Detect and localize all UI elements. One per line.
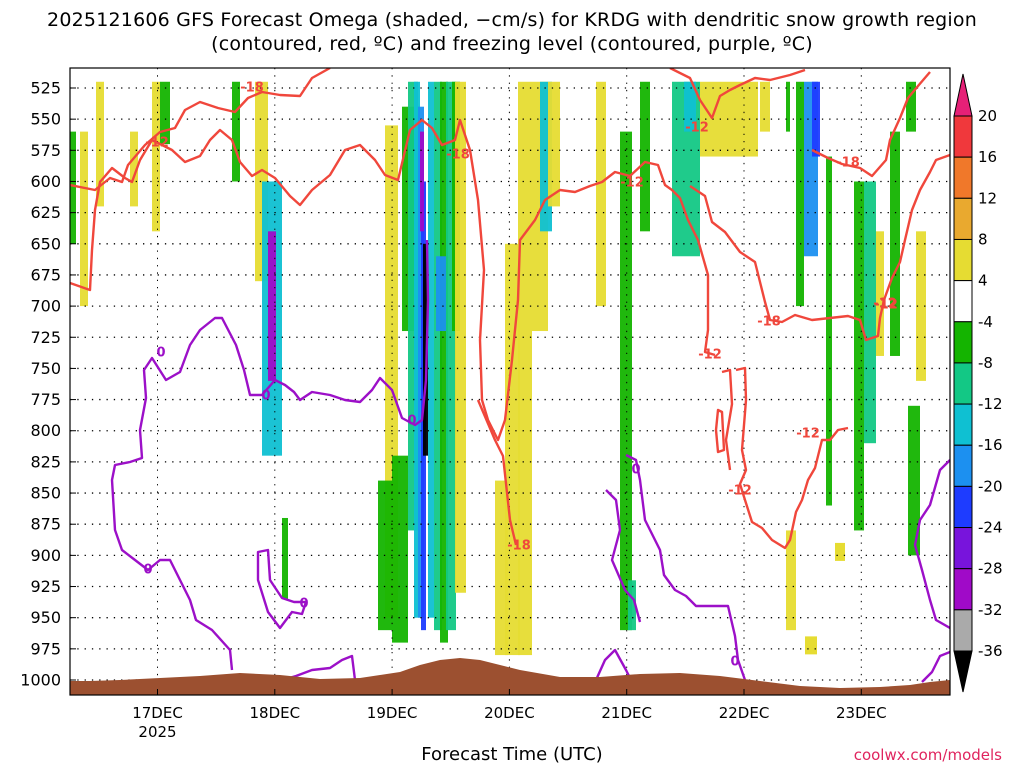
y-tick-label: 525: [30, 79, 61, 98]
colorbar-label: -20: [978, 477, 1003, 495]
purple-contour-label: 0: [156, 346, 165, 361]
y-tick-label: 850: [30, 484, 61, 503]
red-contour-label: -18: [836, 156, 860, 171]
colorbar-label: -4: [978, 313, 993, 331]
y-tick-label: 800: [30, 421, 61, 440]
x-axis-label: Forecast Time (UTC): [421, 744, 603, 765]
y-tick-label: 700: [30, 297, 61, 316]
colorbar-swatch: [953, 321, 973, 364]
x-tick-label: 23DEC: [836, 704, 887, 722]
x-tick-label: 20DEC: [484, 704, 535, 722]
red-contour-label: -18: [507, 539, 531, 554]
red-contour-label: -12: [728, 484, 752, 499]
contour-labels: -18-12-18-12-12-18-12-12-18-12-12-12-180…: [143, 81, 897, 670]
source-credit: coolwx.com/models: [853, 746, 1002, 764]
purple-contour-label: 0: [631, 463, 640, 478]
colorbar-label: -28: [978, 560, 1003, 578]
y-tick-label: 750: [30, 359, 61, 378]
y-tick-label: 900: [30, 546, 61, 565]
y-tick-label: 575: [30, 141, 61, 160]
y-tick-label: 825: [30, 452, 61, 471]
colorbar-swatch: [953, 403, 973, 446]
colorbar-label: 4: [978, 272, 988, 290]
y-tick-label: 650: [30, 234, 61, 253]
y-tick-label: 875: [30, 515, 61, 534]
colorbar-label: -8: [978, 354, 993, 372]
y-tick-label: 775: [30, 390, 61, 409]
freezing-level-contours: [110, 239, 950, 691]
y-tick-label: 925: [30, 577, 61, 596]
red-contour-label: -12: [698, 348, 722, 363]
x-tick-label: 19DEC: [367, 704, 418, 722]
colorbar: 20 16 12 8 4 -4 -8 -12 -16 -20 -24 -28 -32 -36: [953, 73, 1003, 693]
colorbar-label: -36: [978, 642, 1003, 660]
y-tick-label: 1000: [20, 671, 61, 690]
colorbar-swatch: [953, 156, 973, 199]
red-contour-label: -12: [685, 121, 709, 136]
dendritic-growth-contours: [70, 68, 950, 550]
red-contour-label: -12: [873, 297, 897, 312]
grid-lines: [70, 68, 950, 695]
x-tick-label: 22DEC: [719, 704, 770, 722]
y-tick-label: 625: [30, 203, 61, 222]
red-contour-label: -18: [446, 148, 470, 163]
purple-contour-label: 0: [261, 389, 270, 404]
colorbar-swatch: [953, 527, 973, 570]
colorbar-label: -12: [978, 395, 1003, 413]
red-contour-label: -12: [620, 176, 644, 191]
x-tick-label: 21DEC: [601, 704, 652, 722]
red-contour-label: -12: [874, 298, 898, 313]
red-contour-label: -12: [796, 427, 820, 442]
purple-contour-label: 0: [143, 563, 152, 578]
colorbar-label: -16: [978, 436, 1003, 454]
purple-contour-label: 0: [730, 655, 739, 670]
x-tick-label: 17DEC: [132, 704, 183, 722]
colorbar-label: 16: [978, 148, 997, 166]
colorbar-swatch: [953, 115, 973, 158]
x-tick-label: 18DEC: [250, 704, 301, 722]
x-tick-year: 2025: [138, 723, 176, 741]
y-axis-ticks: 525 550 575 600 625 650 675 700 725 750 775 800 825 8…: [20, 79, 76, 690]
terrain-surface: [70, 658, 950, 695]
red-contour-label: -18: [757, 315, 781, 330]
colorbar-swatch: [953, 362, 973, 405]
y-tick-label: 600: [30, 172, 61, 191]
y-tick-label: 675: [30, 265, 61, 284]
colorbar-swatch: [953, 444, 973, 487]
plot-frame: [69, 67, 951, 696]
colorbar-swatch: [953, 568, 973, 611]
omega-shading: [70, 81, 926, 656]
colorbar-label: 8: [978, 230, 988, 248]
colorbar-top-arrow: [953, 73, 973, 117]
red-contour-label: -18: [240, 81, 264, 96]
purple-contour-label: 0: [299, 597, 308, 612]
red-contour-label: -12: [145, 136, 169, 151]
colorbar-swatch: [953, 609, 973, 652]
y-tick-label: 725: [30, 328, 61, 347]
y-tick-label: 550: [30, 110, 61, 129]
colorbar-swatch: [953, 238, 973, 282]
colorbar-label: -32: [978, 601, 1003, 619]
purple-contour-label: 0: [407, 414, 416, 429]
colorbar-swatch: [953, 485, 973, 529]
plot-area: -18-12-18-12-12-18-12-12-18-12-12-12-180…: [70, 68, 950, 695]
y-tick-label: 975: [30, 639, 61, 658]
colorbar-bottom-arrow: [953, 650, 973, 693]
chart-title: 2025121606 GFS Forecast Omega (shaded, −…: [47, 9, 977, 55]
colorbar-swatch: [953, 280, 973, 323]
colorbar-label: -24: [978, 519, 1003, 537]
colorbar-label: 20: [978, 107, 997, 125]
colorbar-swatch: [953, 197, 973, 240]
colorbar-label: 12: [978, 189, 997, 207]
y-tick-label: 950: [30, 608, 61, 627]
